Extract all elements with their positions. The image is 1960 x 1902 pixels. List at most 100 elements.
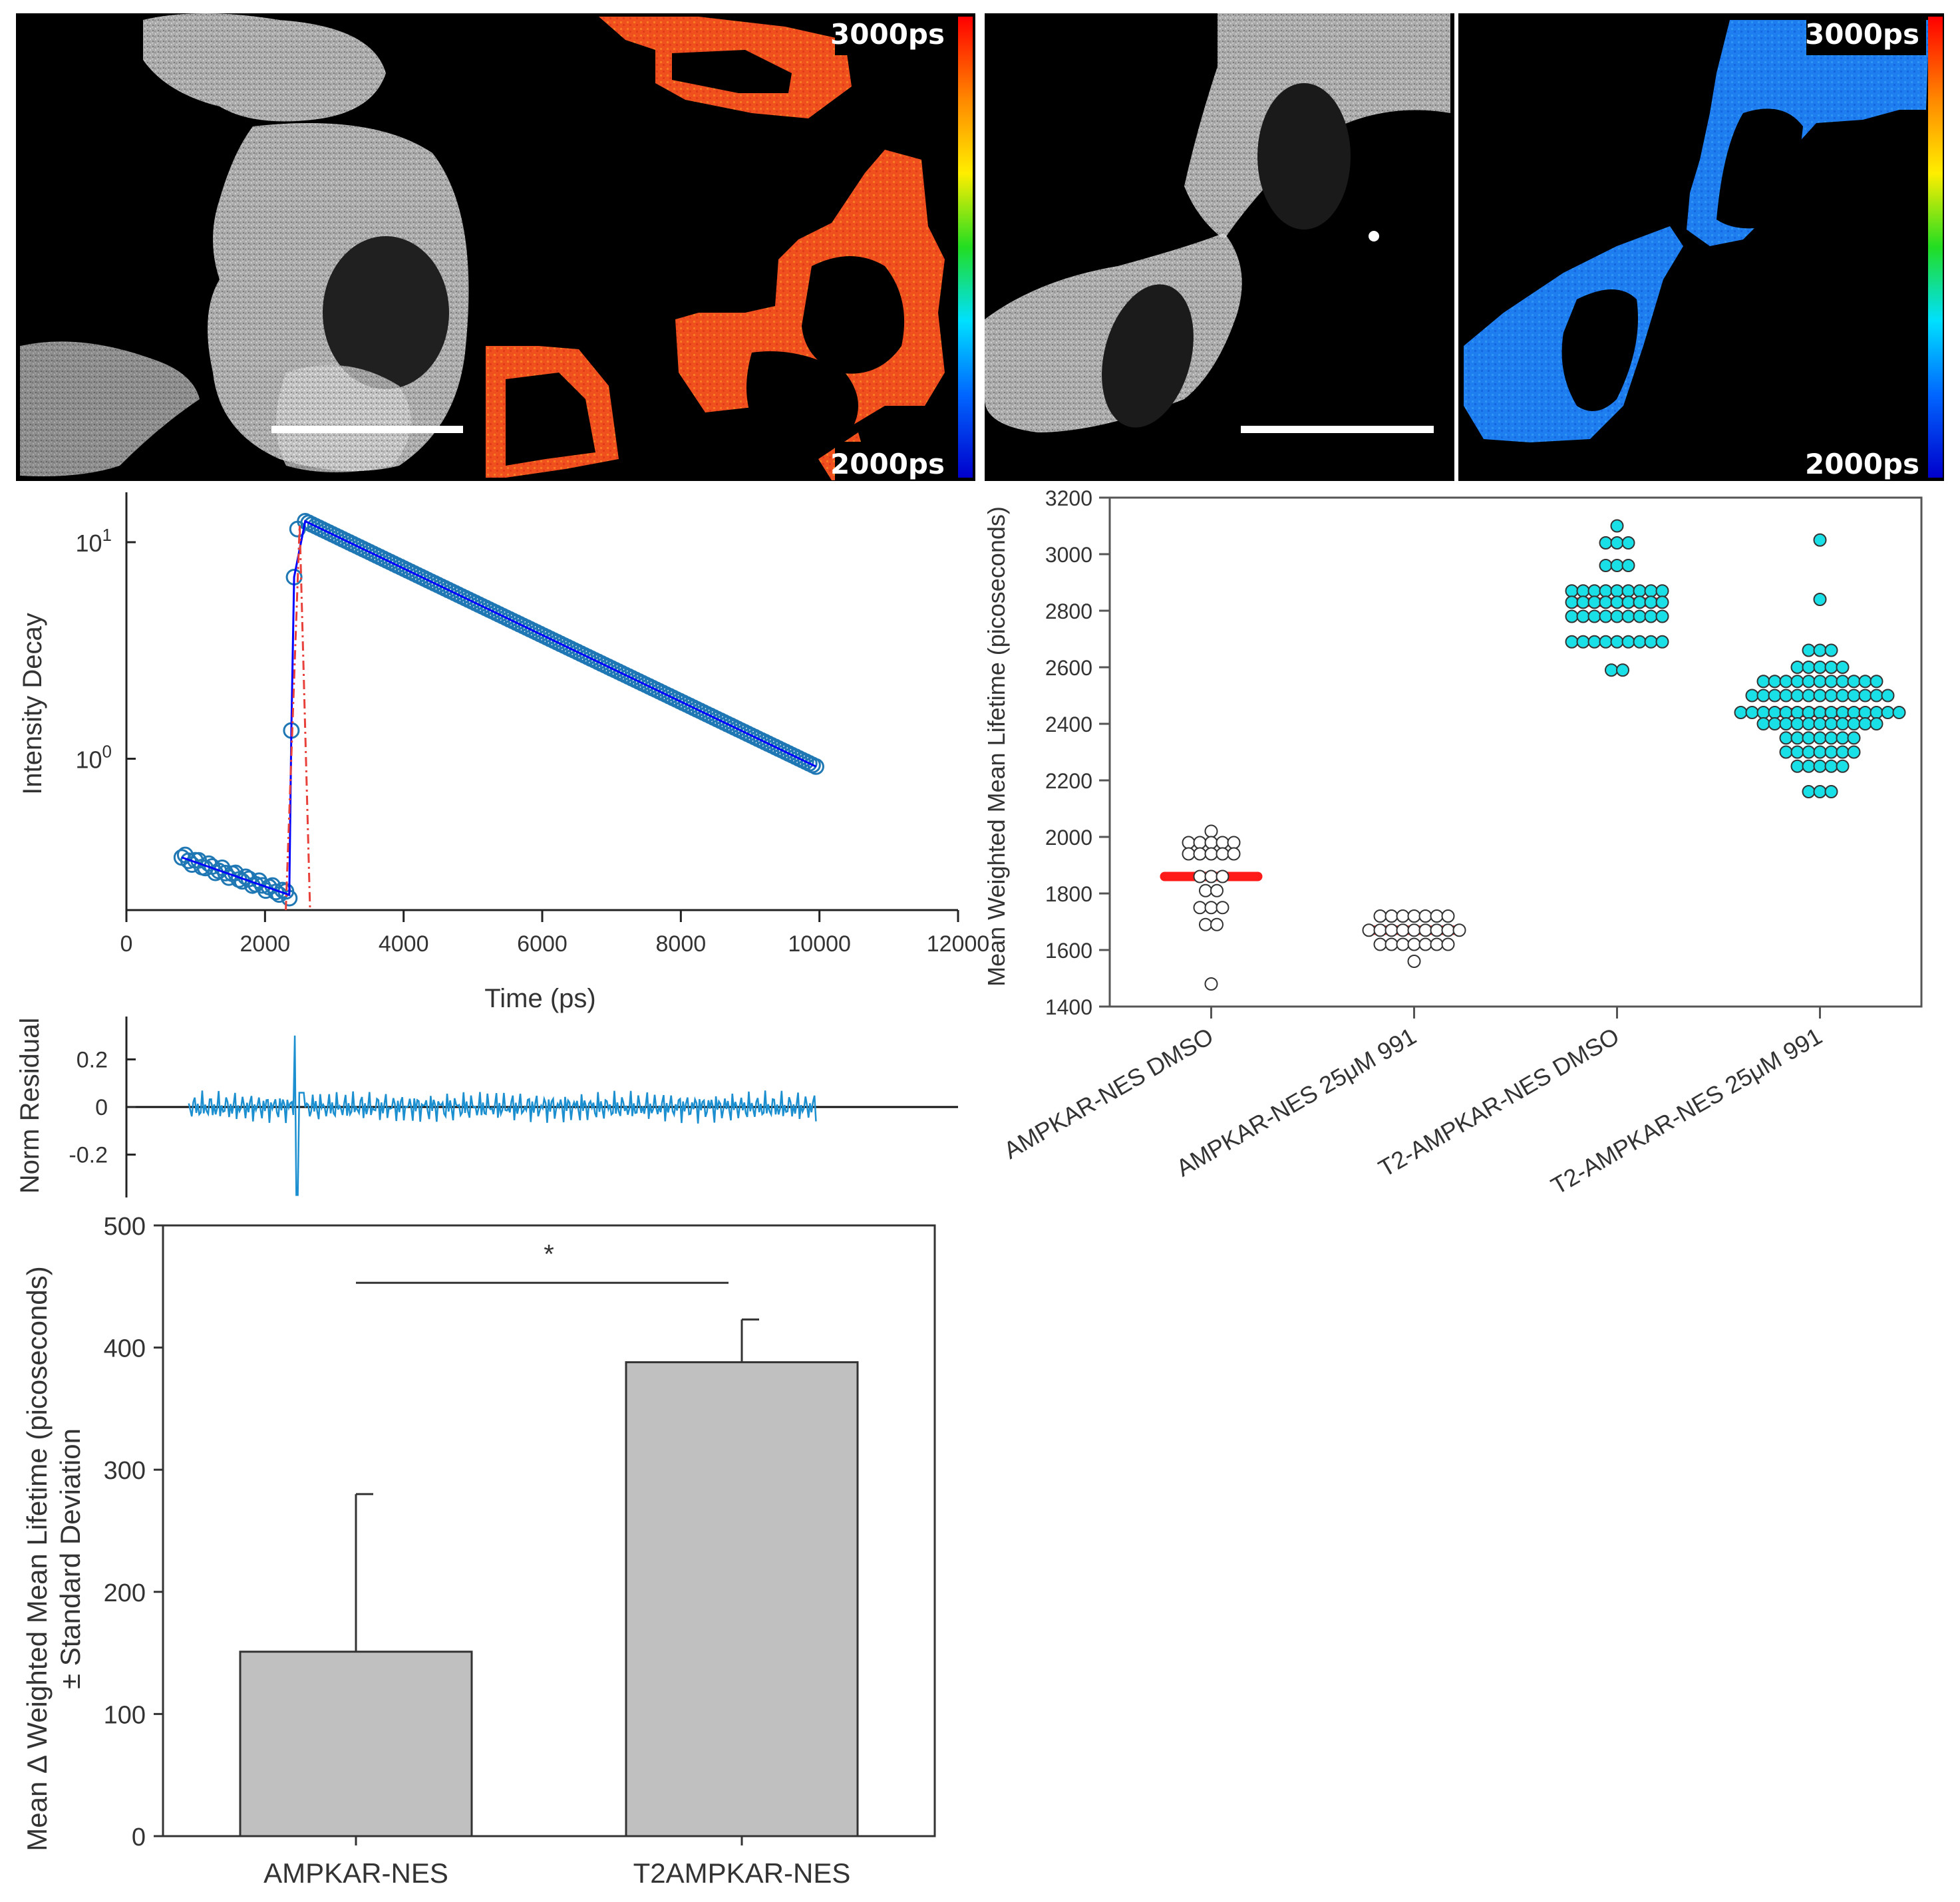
dotplot-point [1441, 923, 1455, 937]
residual-y-tick-label: 0.2 [77, 1047, 108, 1072]
dotplot-point [1576, 609, 1590, 623]
dotplot-point [1610, 584, 1624, 598]
dotplot-point [1824, 661, 1838, 674]
dotplot-y-tick-label: 1600 [1045, 939, 1092, 963]
dotplot-point [1847, 706, 1861, 719]
dotplot-point [1644, 635, 1658, 649]
dotplot-point [1396, 937, 1410, 951]
bar-series: * [239, 1239, 859, 1837]
dotplot-point [1193, 901, 1207, 915]
dotplot-point [1621, 536, 1635, 550]
dotplot-point [1790, 731, 1804, 745]
dotplot-point [1881, 689, 1895, 703]
dotplot-y-tick-label: 2600 [1045, 656, 1092, 680]
colorbar-2-top-label: 3000ps [1805, 18, 1919, 51]
dotplot-point [1836, 717, 1850, 730]
dotplot-point [1599, 584, 1613, 598]
dotplot-point [1621, 559, 1635, 572]
dotplot-point [1418, 937, 1432, 951]
scale-bar-2 [1241, 426, 1434, 433]
dotplot-point [1373, 923, 1387, 937]
bar [625, 1361, 859, 1837]
dotplot-y-tick-label: 3200 [1045, 486, 1092, 510]
dotplot-point [1813, 643, 1827, 657]
decay-x-tick-label: 10000 [788, 931, 851, 957]
dotplot-y-label: Mean Weighted Mean Lifetime (picoseconds… [983, 506, 1010, 987]
dotplot-point [1565, 609, 1579, 623]
dotplot-y-tick-label: 2800 [1045, 599, 1092, 623]
dotplot-point [1836, 689, 1850, 703]
dotplot-point [1407, 955, 1421, 968]
bar-y-tick-label: 100 [104, 1701, 146, 1729]
dotplot-point [1779, 731, 1793, 745]
dotplot-point [1870, 675, 1883, 689]
dotplot-point [1779, 675, 1793, 689]
dotplot-point [1621, 635, 1635, 649]
dotplot-point [1362, 923, 1376, 937]
decay-point [217, 864, 234, 881]
dotplot-point [1768, 675, 1782, 689]
residual-y-tick-label: -0.2 [69, 1143, 108, 1168]
dotplot-point [1655, 635, 1669, 649]
dotplot-point [1824, 675, 1838, 689]
dotplot-point [1824, 759, 1838, 773]
significance-marker: * [544, 1239, 554, 1269]
dotplot-point [1790, 759, 1804, 773]
dotplot-point [1824, 731, 1838, 745]
dotplot-point [1655, 595, 1669, 609]
dotplot-y-tick-label: 1400 [1045, 995, 1092, 1019]
dotplot-point [1824, 717, 1838, 730]
dotplot-point [1227, 836, 1241, 850]
dotplot-point [1858, 689, 1872, 703]
dotplot-point [1779, 745, 1793, 759]
dotplot-point [1441, 937, 1455, 951]
decay-fit-line [181, 520, 817, 897]
dotplot-point [1847, 731, 1861, 745]
dotplot-point [1407, 909, 1421, 923]
scale-bar [271, 426, 463, 433]
dotplot-point [1599, 609, 1613, 623]
decay-x-tick-label: 6000 [517, 931, 568, 957]
dotplot-point [1836, 706, 1850, 719]
dotplot-point [1452, 923, 1466, 937]
decay-irf-line [285, 525, 311, 911]
dotplot-point [1813, 785, 1827, 798]
dotplot-point [1216, 836, 1229, 850]
microscopy-gray-2 [985, 13, 1454, 481]
dotplot-point [1836, 745, 1850, 759]
decay-axes [125, 492, 958, 911]
dotplot-point [1768, 689, 1782, 703]
dotplot-point [1813, 706, 1827, 719]
dotplot-point [1204, 824, 1218, 838]
dotplot-point [1216, 901, 1229, 915]
dotplot-point [1870, 689, 1883, 703]
dotplot-point [1587, 635, 1601, 649]
dotplot-point [1802, 661, 1816, 674]
dotplot-point [1779, 689, 1793, 703]
dotplot-point [1824, 643, 1838, 657]
dotplot-y-tick-label: 2000 [1045, 826, 1092, 850]
dotplot-point [1418, 909, 1432, 923]
dotplot-point [1813, 593, 1827, 606]
dotplot-point [1858, 717, 1872, 730]
dotplot-point [1847, 717, 1861, 730]
dotplot-point [1633, 595, 1647, 609]
bar-chart: 0 100 200 300 400 500 AMPKAR-NES T2AMPKAR-NES *… [21, 1213, 936, 1889]
dotplot-chart: 1400 1600 1800 2000 2200 2400 2600 2800 3000 3200… [983, 486, 1923, 1199]
dotplot-point [1587, 595, 1601, 609]
dotplot-point [1385, 909, 1398, 923]
dotplot-point [1599, 536, 1613, 550]
dotplot-point [1644, 609, 1658, 623]
dotplot-point [1802, 689, 1816, 703]
bar-frame [162, 1224, 936, 1837]
dotplot-point [1407, 937, 1421, 951]
dotplot-point [1610, 609, 1624, 623]
colorbar-1-bottom-label: 2000ps [830, 448, 945, 480]
dotplot-point [1858, 675, 1872, 689]
dotplot-series [1160, 519, 1906, 991]
decay-series [173, 512, 824, 911]
dotplot-point [1802, 643, 1816, 657]
decay-point [180, 852, 197, 870]
dotplot-point [1790, 706, 1804, 719]
dotplot-point [1790, 717, 1804, 730]
